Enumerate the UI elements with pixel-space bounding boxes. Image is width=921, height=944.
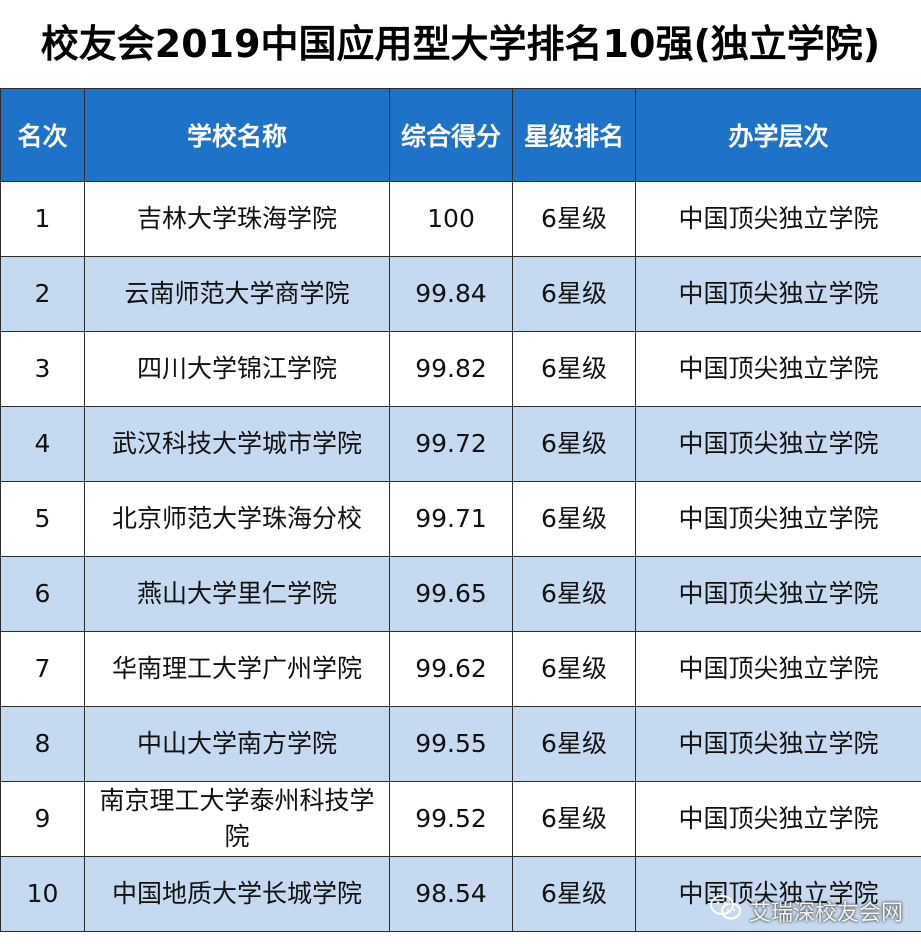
table-row: 1 吉林大学珠海学院 100 6星级 中国顶尖独立学院 [0, 181, 921, 257]
score-cell: 99.55 [389, 706, 513, 782]
table-body: 1 吉林大学珠海学院 100 6星级 中国顶尖独立学院 2 云南师范大学商学院 … [0, 181, 921, 932]
star-cell: 6星级 [512, 406, 636, 482]
score-cell: 99.84 [389, 256, 513, 332]
rank-cell: 4 [0, 406, 85, 482]
star-cell: 6星级 [512, 706, 636, 782]
score-cell: 99.62 [389, 631, 513, 707]
level-cell: 中国顶尖独立学院 [635, 856, 921, 932]
star-cell: 6星级 [512, 556, 636, 632]
school-cell: 云南师范大学商学院 [84, 256, 390, 332]
rank-cell: 3 [0, 331, 85, 407]
score-cell: 99.72 [389, 406, 513, 482]
header-level: 办学层次 [635, 88, 921, 182]
table-row: 8 中山大学南方学院 99.55 6星级 中国顶尖独立学院 [0, 706, 921, 782]
rank-cell: 5 [0, 481, 85, 557]
star-cell: 6星级 [512, 181, 636, 257]
star-cell: 6星级 [512, 631, 636, 707]
level-cell: 中国顶尖独立学院 [635, 256, 921, 332]
ranking-table: 名次 学校名称 综合得分 星级排名 办学层次 1 吉林大学珠海学院 100 6星… [0, 88, 921, 932]
watermark: 艾瑞深校友会网 [709, 894, 903, 928]
score-cell: 99.82 [389, 331, 513, 407]
wechat-icon [709, 894, 743, 928]
level-cell: 中国顶尖独立学院 [635, 331, 921, 407]
star-cell: 6星级 [512, 256, 636, 332]
school-cell: 北京师范大学珠海分校 [84, 481, 390, 557]
rank-cell: 9 [0, 781, 85, 857]
school-cell: 武汉科技大学城市学院 [84, 406, 390, 482]
school-cell: 华南理工大学广州学院 [84, 631, 390, 707]
star-cell: 6星级 [512, 331, 636, 407]
star-cell: 6星级 [512, 481, 636, 557]
school-cell: 中山大学南方学院 [84, 706, 390, 782]
table-row: 4 武汉科技大学城市学院 99.72 6星级 中国顶尖独立学院 [0, 406, 921, 482]
school-cell: 南京理工大学泰州科技学院 [84, 781, 390, 857]
school-cell: 中国地质大学长城学院 [84, 856, 390, 932]
rank-cell: 10 [0, 856, 85, 932]
table-row: 6 燕山大学里仁学院 99.65 6星级 中国顶尖独立学院 [0, 556, 921, 632]
level-cell: 中国顶尖独立学院 [635, 556, 921, 632]
school-cell: 吉林大学珠海学院 [84, 181, 390, 257]
level-cell: 中国顶尖独立学院 [635, 781, 921, 857]
score-cell: 99.52 [389, 781, 513, 857]
table-row: 3 四川大学锦江学院 99.82 6星级 中国顶尖独立学院 [0, 331, 921, 407]
watermark-text: 艾瑞深校友会网 [748, 901, 903, 926]
header-score: 综合得分 [389, 88, 513, 182]
score-cell: 99.71 [389, 481, 513, 557]
page-title: 校友会2019中国应用型大学排名10强(独立学院) [40, 22, 881, 66]
level-cell: 中国顶尖独立学院 [635, 181, 921, 257]
level-cell: 中国顶尖独立学院 [635, 706, 921, 782]
table-row: 10 中国地质大学长城学院 98.54 6星级 中国顶尖独立学院 [0, 856, 921, 932]
header-school: 学校名称 [84, 88, 390, 182]
header-star: 星级排名 [512, 88, 636, 182]
school-cell: 燕山大学里仁学院 [84, 556, 390, 632]
table-row: 7 华南理工大学广州学院 99.62 6星级 中国顶尖独立学院 [0, 631, 921, 707]
star-cell: 6星级 [512, 856, 636, 932]
header-rank: 名次 [0, 88, 85, 182]
score-cell: 98.54 [389, 856, 513, 932]
level-cell: 中国顶尖独立学院 [635, 481, 921, 557]
rank-cell: 6 [0, 556, 85, 632]
table-header-row: 名次 学校名称 综合得分 星级排名 办学层次 [0, 88, 921, 182]
level-cell: 中国顶尖独立学院 [635, 406, 921, 482]
rank-cell: 7 [0, 631, 85, 707]
rank-cell: 2 [0, 256, 85, 332]
table-row: 2 云南师范大学商学院 99.84 6星级 中国顶尖独立学院 [0, 256, 921, 332]
table-row: 5 北京师范大学珠海分校 99.71 6星级 中国顶尖独立学院 [0, 481, 921, 557]
score-cell: 99.65 [389, 556, 513, 632]
level-cell: 中国顶尖独立学院 [635, 631, 921, 707]
table-row: 9 南京理工大学泰州科技学院 99.52 6星级 中国顶尖独立学院 [0, 781, 921, 857]
score-cell: 100 [389, 181, 513, 257]
school-cell: 四川大学锦江学院 [84, 331, 390, 407]
rank-cell: 8 [0, 706, 85, 782]
star-cell: 6星级 [512, 781, 636, 857]
rank-cell: 1 [0, 181, 85, 257]
